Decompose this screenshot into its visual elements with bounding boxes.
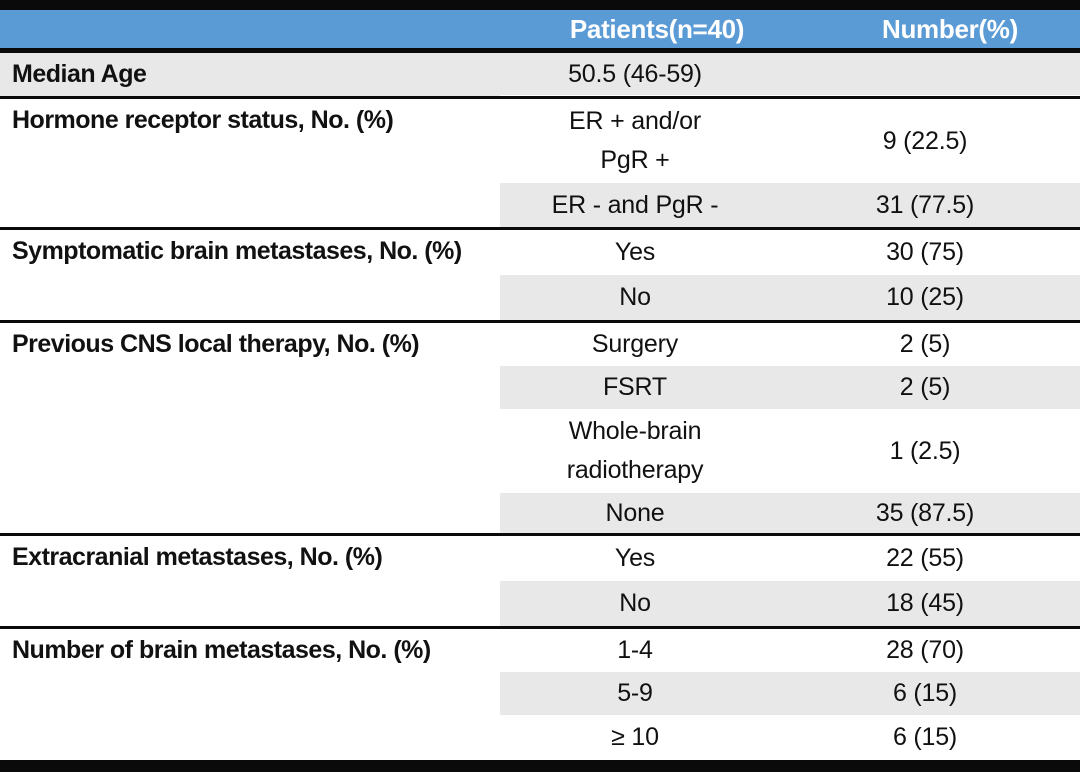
- number-value: 2 (5): [899, 330, 951, 359]
- patients-value: None: [605, 498, 665, 527]
- patients-value: No: [619, 589, 651, 618]
- table-row: Whole-brain radiotherapy 1 (2.5): [500, 409, 1080, 493]
- row-label: Number of brain metastases, No. (%): [12, 636, 431, 664]
- number-value: 18 (45): [886, 589, 964, 618]
- table-row: ER - and PgR - 31 (77.5): [500, 183, 1080, 227]
- section-number-of-brain-metastases: Number of brain metastases, No. (%) 1-4 …: [0, 629, 1080, 763]
- table-row: Yes 30 (75): [500, 230, 1080, 275]
- patients-value: ER - and PgR -: [551, 190, 719, 219]
- table-header-row: Patients(n=40) Number(%): [0, 10, 1080, 53]
- table-row: ER + and/or PgR + 9 (22.5): [500, 99, 1080, 183]
- table-row: No 18 (45): [500, 581, 1080, 626]
- number-value: 6 (15): [892, 723, 958, 752]
- table-row: Yes 22 (55): [500, 536, 1080, 581]
- table-top-border: [0, 0, 1080, 10]
- header-cell-number: Number(%): [882, 13, 1018, 44]
- number-value: [770, 53, 1080, 95]
- number-value: 28 (70): [886, 636, 964, 665]
- section-previous-cns-local-therapy: Previous CNS local therapy, No. (%) Surg…: [0, 323, 1080, 536]
- row-label: Extracranial metastases, No. (%): [12, 543, 383, 571]
- patients-value: Yes: [614, 238, 656, 267]
- number-value: 9 (22.5): [882, 126, 968, 155]
- number-value: 2 (5): [899, 373, 951, 402]
- table-row: None 35 (87.5): [500, 493, 1080, 533]
- table-row: FSRT 2 (5): [500, 366, 1080, 409]
- number-value: 30 (75): [886, 238, 964, 267]
- table-row: 5-9 6 (15): [500, 672, 1080, 715]
- section-extracranial-metastases: Extracranial metastases, No. (%) Yes 22 …: [0, 536, 1080, 629]
- patients-value: Whole-brain radiotherapy: [566, 417, 704, 484]
- section-median-age: Median Age 50.5 (46-59): [0, 53, 1080, 99]
- table-row: 1-4 28 (70): [500, 629, 1080, 672]
- row-label: Hormone receptor status, No. (%): [12, 106, 394, 134]
- row-label: Median Age: [0, 53, 500, 96]
- section-symptomatic-brain-metastases: Symptomatic brain metastases, No. (%) Ye…: [0, 230, 1080, 323]
- table-row: Surgery 2 (5): [500, 323, 1080, 366]
- number-value: 31 (77.5): [875, 190, 975, 219]
- number-value: 22 (55): [886, 544, 964, 573]
- row-label: Symptomatic brain metastases, No. (%): [12, 237, 462, 265]
- patients-value: ≥ 10: [611, 723, 659, 752]
- patients-value: No: [619, 283, 651, 312]
- table-row: ≥ 10 6 (15): [500, 715, 1080, 760]
- patients-value: Yes: [614, 544, 656, 573]
- header-cell-patients: Patients(n=40): [569, 13, 745, 44]
- patients-value: 5-9: [617, 679, 653, 708]
- number-value: 1 (2.5): [889, 436, 961, 465]
- table-bottom-border: [0, 763, 1080, 772]
- section-hormone-receptor-status: Hormone receptor status, No. (%) ER + an…: [0, 99, 1080, 230]
- number-value: 35 (87.5): [875, 498, 975, 527]
- patients-value: ER + and/or PgR +: [569, 107, 701, 174]
- patients-value: 1-4: [617, 636, 653, 665]
- row-label: Previous CNS local therapy, No. (%): [12, 330, 420, 358]
- patients-value: FSRT: [602, 373, 668, 402]
- number-value: 10 (25): [886, 283, 964, 312]
- number-value: 6 (15): [892, 679, 958, 708]
- patients-value: 50.5 (46-59): [568, 59, 702, 88]
- table-row: No 10 (25): [500, 275, 1080, 320]
- table-row: 50.5 (46-59): [500, 53, 1080, 95]
- patients-value: Surgery: [591, 330, 679, 359]
